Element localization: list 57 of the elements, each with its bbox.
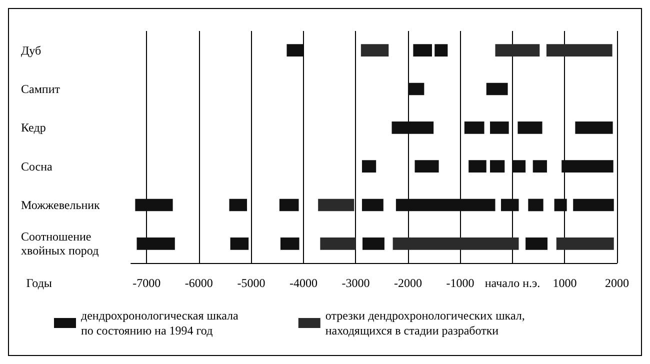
bar	[280, 237, 300, 250]
x-tick-label: начало н.э.	[484, 276, 540, 290]
bar	[413, 44, 432, 57]
y-tick-label: Соотношение хвойных пород	[21, 230, 99, 258]
bar	[464, 121, 484, 134]
x-tick-label: 2000	[605, 276, 629, 290]
x-tick-label: -4000	[289, 276, 318, 290]
legend-label: дендрохронологическая шкала по состоянию на 1994 год	[81, 308, 240, 338]
x-axis-title: Годы	[26, 276, 52, 290]
bar	[279, 198, 299, 212]
y-tick-label: Можжевельник	[21, 198, 100, 212]
bar	[546, 44, 612, 57]
y-tick-label: Кедр	[21, 120, 46, 135]
legend-label: отрезки дендрохронологических шкал, находящихся в стадии разработки	[325, 308, 525, 338]
bar	[360, 44, 389, 57]
y-tick-label: Дуб	[21, 43, 42, 58]
bar	[554, 198, 567, 212]
bar	[490, 160, 505, 173]
bar	[136, 237, 175, 250]
x-tick-label: -2000	[394, 276, 422, 290]
bar	[526, 237, 548, 250]
bar	[468, 160, 486, 173]
bar	[575, 121, 613, 134]
x-tick-label: 1000	[552, 276, 577, 290]
bar	[318, 198, 354, 212]
bar	[562, 160, 614, 173]
bar	[135, 198, 173, 212]
y-tick-label: Сампит	[21, 82, 61, 96]
bar	[556, 237, 614, 250]
bar	[528, 198, 544, 212]
x-tick-label: -7000	[132, 276, 161, 290]
bar	[518, 121, 542, 134]
bar	[362, 160, 376, 173]
bar	[414, 160, 439, 173]
bar	[230, 237, 249, 250]
x-tick-label: -1000	[446, 276, 474, 290]
x-tick-label: -6000	[184, 276, 213, 290]
bar	[532, 160, 547, 173]
bar	[229, 198, 248, 212]
bar	[362, 198, 384, 212]
bar	[495, 44, 540, 57]
bar	[490, 121, 509, 134]
bar	[573, 198, 614, 212]
bar	[392, 237, 519, 250]
y-tick-label: Сосна	[21, 159, 54, 174]
bar	[408, 82, 424, 96]
bar	[486, 82, 508, 96]
x-tick-label: -3000	[342, 276, 370, 290]
bar	[392, 121, 434, 134]
bar	[286, 44, 304, 57]
bar	[362, 237, 384, 250]
x-tick-label: -5000	[237, 276, 266, 290]
bar	[434, 44, 448, 57]
bar	[396, 198, 496, 212]
bar	[500, 198, 519, 212]
bar	[512, 160, 526, 173]
bar	[320, 237, 356, 250]
